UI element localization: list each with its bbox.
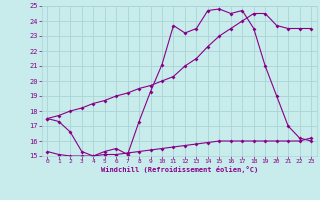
X-axis label: Windchill (Refroidissement éolien,°C): Windchill (Refroidissement éolien,°C) — [100, 166, 258, 173]
